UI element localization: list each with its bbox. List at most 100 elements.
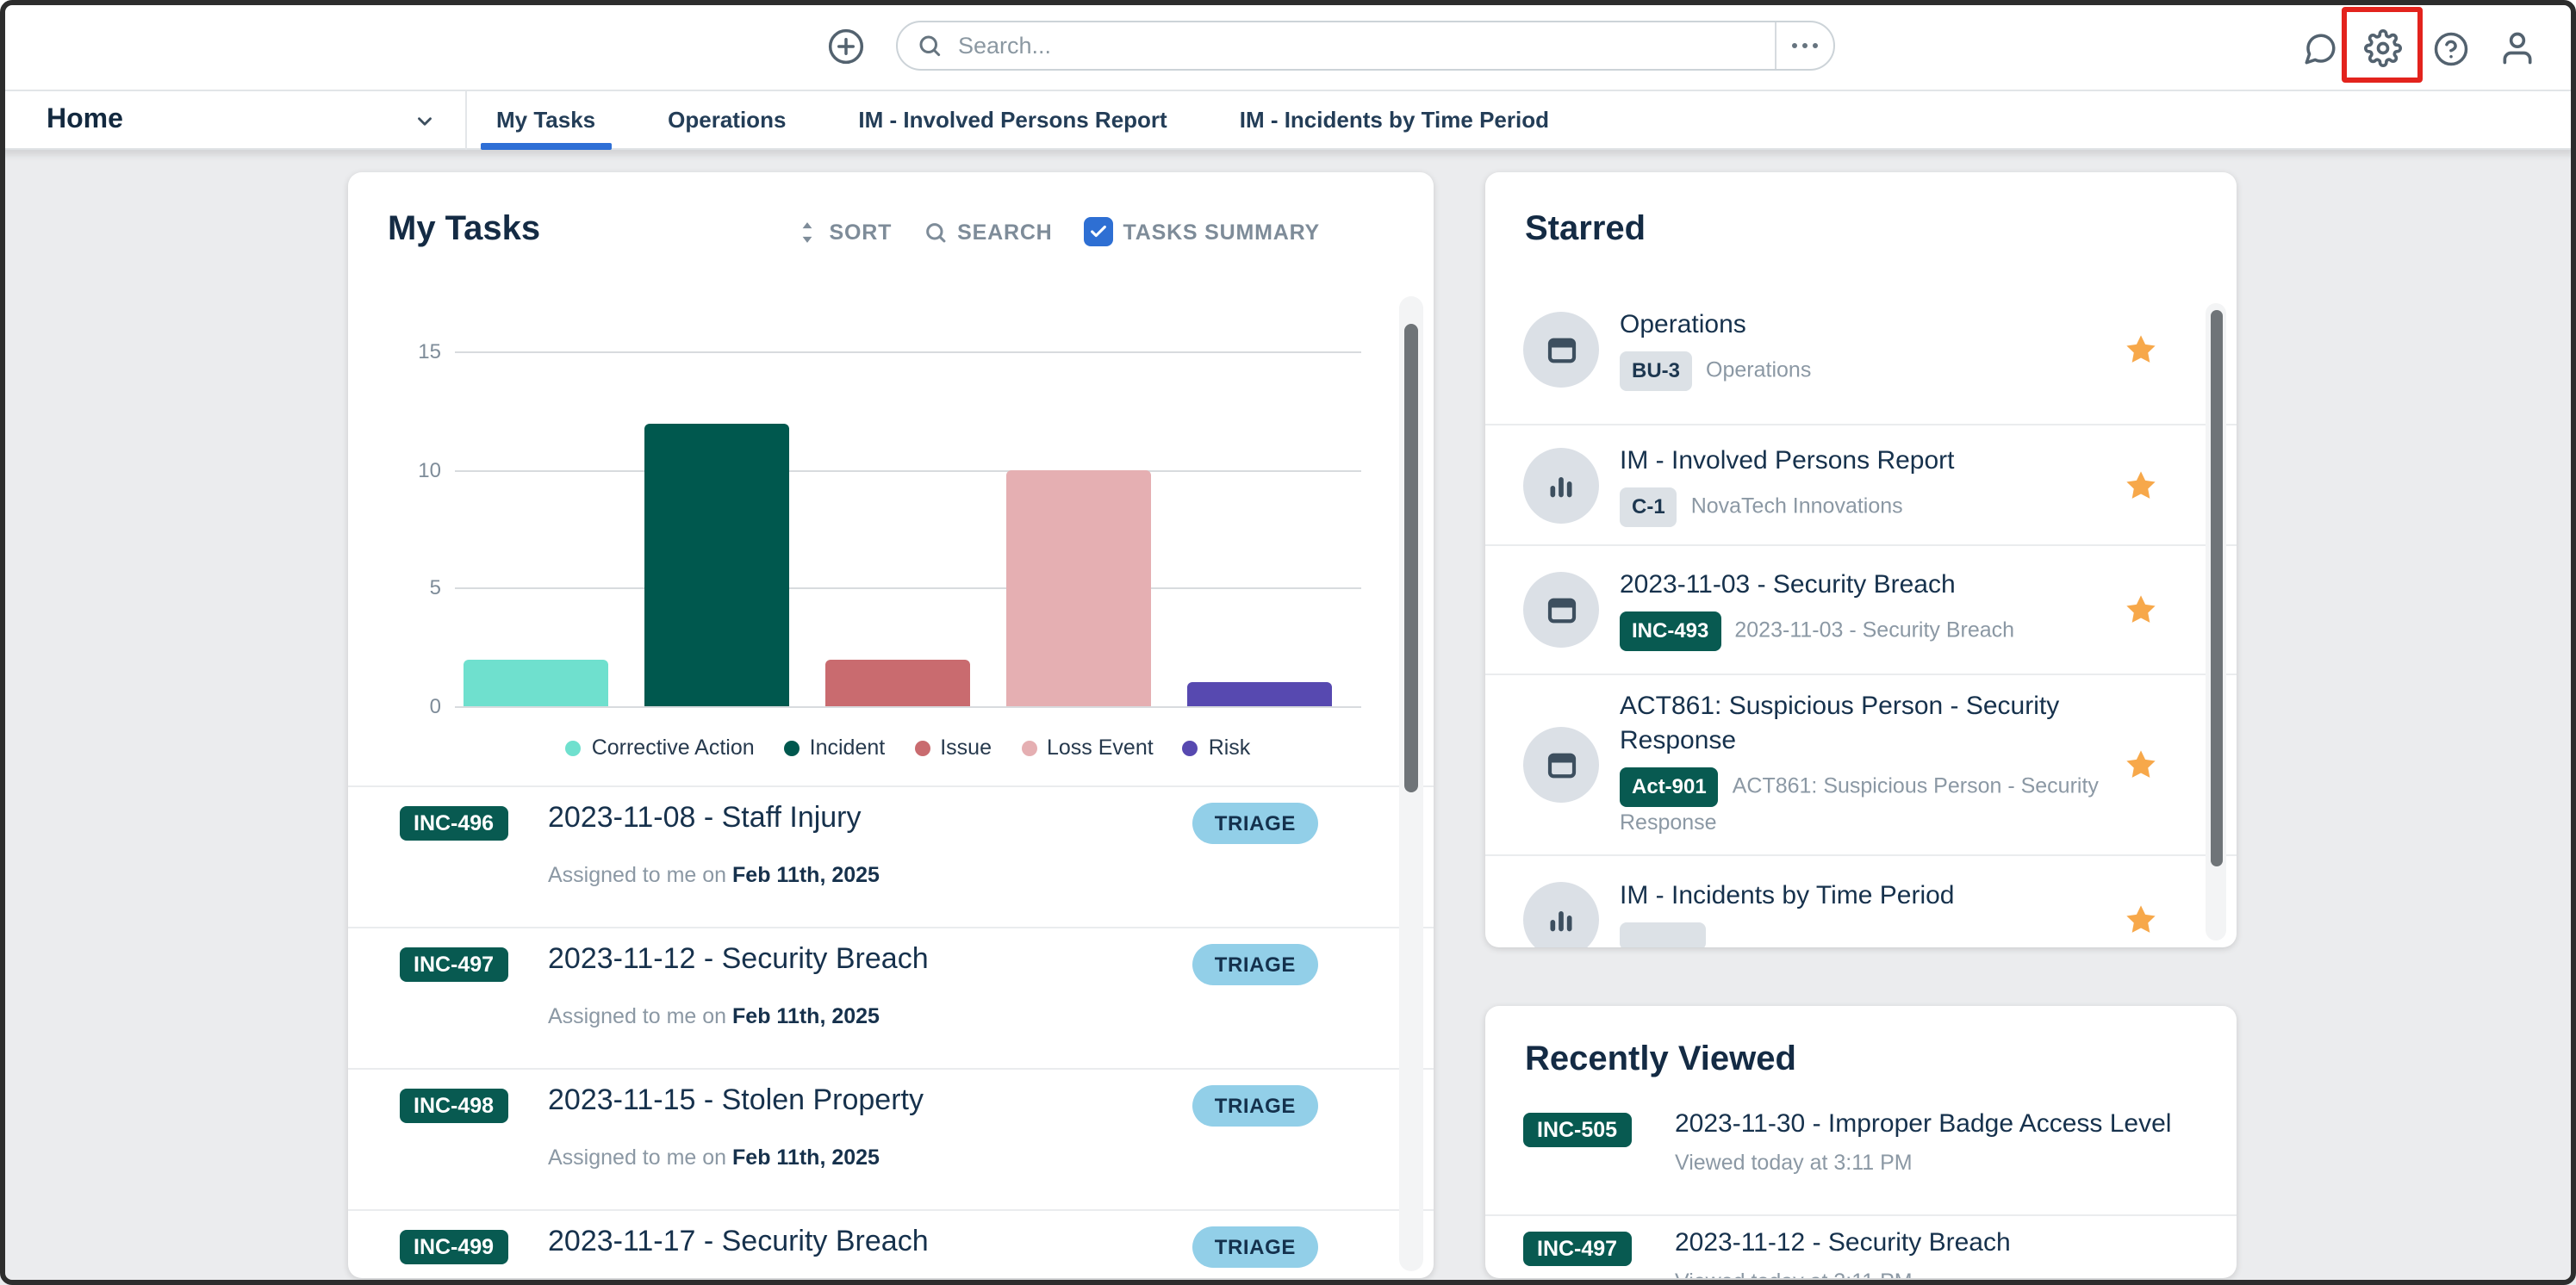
scrollbar-track[interactable]: [2206, 303, 2226, 940]
magnifier-icon: [917, 33, 943, 59]
chevron-down-icon[interactable]: [414, 110, 436, 141]
task-row[interactable]: INC-496 2023-11-08 - Staff Injury TRIAGE…: [348, 787, 1434, 928]
legend-dot: [914, 740, 930, 755]
gridline: [455, 469, 1361, 471]
global-search: [896, 21, 1835, 71]
starred-item[interactable]: Operations BU-3 Operations: [1485, 276, 2237, 425]
question-circle-icon: [2432, 30, 2468, 66]
tab-im-involved-persons-report[interactable]: IM - Involved Persons Report: [858, 107, 1167, 133]
add-button[interactable]: [825, 26, 865, 65]
legend-label: Corrective Action: [591, 736, 755, 760]
assigned-prefix: Assigned to me on: [548, 1145, 733, 1170]
task-row[interactable]: INC-499 2023-11-17 - Security Breach TRI…: [348, 1211, 1434, 1278]
ellipsis-icon: [1791, 42, 1798, 49]
starred-item-content: IM - Involved Persons Report C-1 NovaTech…: [1620, 444, 2106, 526]
scrollbar-thumb[interactable]: [2210, 310, 2222, 866]
starred-item[interactable]: ACT861: Suspicious Person - Security Res…: [1485, 675, 2237, 856]
legend-dot: [783, 740, 800, 755]
star-icon[interactable]: [2123, 901, 2159, 937]
legend-item: Loss Event: [1021, 736, 1154, 760]
divider: [1485, 1214, 2237, 1216]
gridline: [455, 705, 1361, 707]
recently-viewed-item[interactable]: INC-505 2023-11-30 - Improper Badge Acce…: [1485, 1109, 2237, 1199]
magnifier-icon: [923, 220, 947, 244]
task-title[interactable]: 2023-11-17 - Security Breach: [548, 1225, 929, 1257]
y-tick-label: 15: [418, 339, 441, 363]
tasks-summary-label: TASKS SUMMARY: [1123, 220, 1320, 244]
assigned-prefix: Assigned to me on: [548, 1004, 733, 1028]
assigned-date: Feb 11th, 2025: [732, 1004, 880, 1028]
starred-item-title: Operations: [1620, 310, 1746, 339]
starred-item-title: 2023-11-03 - Security Breach: [1620, 570, 1956, 599]
legend-dot: [1182, 740, 1198, 755]
star-icon[interactable]: [2123, 747, 2159, 783]
record-id-badge: INC-496: [400, 806, 508, 841]
help-button[interactable]: [2431, 29, 2469, 67]
bar-incident[interactable]: [644, 423, 789, 706]
tab-im-incidents-by-time-period[interactable]: IM - Incidents by Time Period: [1239, 107, 1549, 133]
starred-item-subrow: [1620, 922, 2106, 947]
settings-button[interactable]: [2362, 28, 2404, 69]
avatar: [1523, 727, 1599, 803]
task-title[interactable]: 2023-11-12 - Security Breach: [548, 942, 929, 975]
task-assigned-text: Assigned to me on Feb 11th, 2025: [548, 863, 880, 887]
scrollbar-track[interactable]: [1399, 296, 1423, 1271]
search-tasks-button[interactable]: SEARCH: [923, 220, 1052, 244]
chat-button[interactable]: [2300, 29, 2338, 67]
starred-item[interactable]: 2023-11-03 - Security Breach INC-493 2023…: [1485, 546, 2237, 675]
tab-operations[interactable]: Operations: [668, 107, 787, 133]
legend-item: Corrective Action: [565, 736, 755, 760]
task-row[interactable]: INC-497 2023-11-12 - Security Breach TRI…: [348, 928, 1434, 1070]
task-title[interactable]: 2023-11-08 - Staff Injury: [548, 801, 862, 834]
tasks-summary-toggle[interactable]: TASKS SUMMARY: [1083, 217, 1320, 246]
star-icon[interactable]: [2123, 332, 2159, 368]
y-tick-label: 10: [418, 457, 441, 481]
gridline: [455, 351, 1361, 353]
starred-item-content: IM - Incidents by Time Period: [1620, 878, 2106, 947]
more-options-button[interactable]: [1775, 22, 1833, 69]
starred-item-title: IM - Involved Persons Report: [1620, 445, 1955, 475]
recently-viewed-title: Recently Viewed: [1525, 1040, 1796, 1078]
legend-label: Issue: [940, 736, 992, 760]
record-id-badge: INC-498: [400, 1089, 508, 1123]
divider: [348, 785, 1434, 787]
profile-button[interactable]: [2497, 28, 2538, 69]
tasks-summary-checkbox[interactable]: [1083, 217, 1113, 246]
recently-viewed-item-title[interactable]: 2023-11-12 - Security Breach: [1675, 1228, 2011, 1257]
person-icon: [2498, 29, 2536, 67]
tab-my-tasks[interactable]: My Tasks: [481, 91, 611, 150]
tab-strip: My Tasks Operations IM - Involved Person…: [481, 91, 1565, 150]
starred-item-subrow: Act-901 ACT861: Suspicious Person - Secur…: [1620, 767, 2106, 840]
star-icon[interactable]: [2123, 592, 2159, 628]
status-badge: TRIAGE: [1192, 1085, 1318, 1127]
nav-bar: Home My Tasks Operations IM - Involved P…: [0, 91, 2576, 150]
bar-plot: [455, 351, 1361, 707]
recently-viewed-item-title[interactable]: 2023-11-30 - Improper Badge Access Level: [1675, 1109, 2172, 1139]
star-icon[interactable]: [2123, 467, 2159, 503]
task-assigned-text: Assigned to me on Feb 11th, 2025: [548, 1145, 880, 1170]
task-title[interactable]: 2023-11-15 - Stolen Property: [548, 1083, 924, 1116]
legend-dot: [565, 740, 582, 755]
bar-risk[interactable]: [1187, 682, 1332, 706]
recently-viewed-item[interactable]: INC-497 2023-11-12 - Security Breach Vie…: [1485, 1228, 2237, 1278]
sort-button[interactable]: SORT: [797, 220, 893, 244]
home-dropdown[interactable]: Home: [47, 105, 123, 134]
record-id-badge: INC-499: [400, 1230, 508, 1264]
bar-issue[interactable]: [825, 659, 970, 706]
record-id-badge: C-1: [1620, 487, 1677, 526]
my-tasks-controls: SORT SEARCH TASKS SUMMARY: [797, 217, 1321, 246]
top-bar: [0, 0, 2576, 91]
starred-item[interactable]: IM - Incidents by Time Period: [1485, 856, 2237, 947]
speech-bubble-icon: [2301, 30, 2337, 66]
window-icon: [1543, 592, 1579, 628]
y-axis-labels: 15 10 5 0: [348, 339, 441, 717]
starred-item[interactable]: IM - Involved Persons Report C-1 NovaTech…: [1485, 425, 2237, 546]
search-input[interactable]: [943, 33, 1775, 59]
starred-item-content: ACT861: Suspicious Person - Security Res…: [1620, 690, 2106, 840]
window-icon: [1543, 747, 1579, 783]
bar-corrective-action[interactable]: [464, 659, 608, 706]
bar-loss-event[interactable]: [1006, 470, 1151, 706]
avatar: [1523, 572, 1599, 648]
task-row[interactable]: INC-498 2023-11-15 - Stolen Property TRI…: [348, 1070, 1434, 1211]
scrollbar-thumb[interactable]: [1404, 324, 1418, 792]
